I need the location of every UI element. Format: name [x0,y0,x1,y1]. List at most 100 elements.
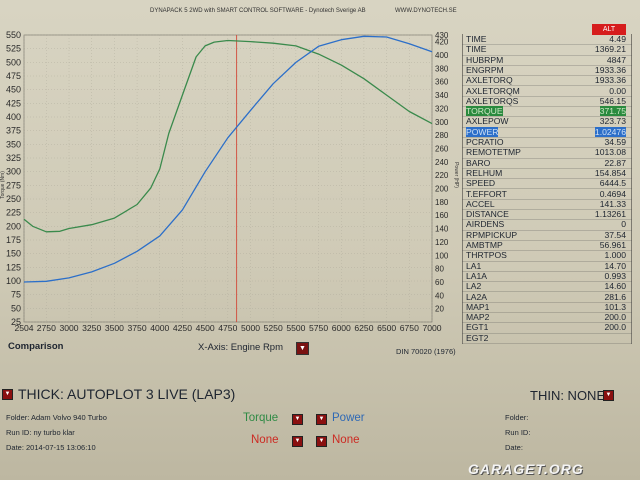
torque-axis-label: Torque (Nm) [0,171,6,199]
torque-tick-label: 300 [6,167,21,177]
right-folder: Folder: [505,413,529,422]
torque-tick-label: 325 [6,153,21,163]
param-row-thrtpos[interactable]: THRTPOS 1.000 [462,250,632,262]
watermark-logo: GARAGET.ORG [468,461,584,477]
param-name: TORQUE [466,106,503,117]
thin-left-dropdown-icon[interactable]: ▼ [292,436,303,447]
param-row-la2a[interactable]: LA2A 281.6 [462,292,632,303]
alt-badge[interactable]: ALT [592,24,626,35]
torque-tick-label: 225 [6,208,21,218]
param-value: 34.59 [604,137,626,147]
power-tick-label: 420 [435,38,449,47]
param-row-t-effort[interactable]: T.EFFORT 0.4694 [462,189,632,200]
param-value: 0.4694 [599,188,626,199]
param-row-egt1[interactable]: EGT1 200.0 [462,322,632,334]
param-row-pcratio[interactable]: PCRATIO 34.59 [462,137,632,149]
param-row-relhum[interactable]: RELHUM 154.854 [462,168,632,180]
torque-tick-label: 150 [6,249,21,259]
param-row-axletorqs[interactable]: AXLETORQS 546.15 [462,96,632,108]
param-row-time[interactable]: TIME 4.49 [462,34,632,46]
param-value: 1933.36 [594,75,626,86]
param-name: ENGRPM [466,64,504,75]
power-series-label: Power [332,412,365,424]
torque-tick-label: 100 [6,276,21,286]
rpm-tick-label: 2504 [14,323,33,333]
torque-tick-label: 525 [6,44,21,54]
param-row-speed[interactable]: SPEED 6444.5 [462,178,632,190]
param-row-map2[interactable]: MAP2 200.0 [462,312,632,324]
param-name: ACCEL [466,198,495,209]
param-row-engrpm[interactable]: ENGRPM 1933.36 [462,64,632,77]
param-row-la1[interactable]: LA1 14.70 [462,261,632,272]
param-row-remotetmp[interactable]: REMOTETMP 1013.08 [462,147,632,159]
xaxis-dropdown-icon[interactable]: ▼ [296,342,309,355]
param-name: REMOTETMP [466,147,521,158]
thin-right-series-label: None [332,434,360,446]
param-row-axlepow[interactable]: AXLEPOW 323.73 [462,116,632,128]
table-border-right [631,34,632,344]
param-name: AMBTMP [466,240,503,250]
power-tick-label: 320 [435,104,449,113]
report-website: WWW.DYNOTECH.SE [395,8,457,14]
param-row-distance[interactable]: DISTANCE 1.13261 [462,209,632,221]
power-tick-label: 430 [435,31,449,40]
param-value: 6444.5 [599,178,626,189]
thin-run-dropdown-icon[interactable]: ▼ [603,390,614,401]
power-tick-label: 60 [435,278,444,287]
param-name: BARO [466,157,491,168]
param-row-torque[interactable]: TORQUE 371.75 [462,106,632,118]
param-row-map1[interactable]: MAP1 101.3 [462,301,632,314]
rpm-axis: 2504 2750 3000 3250 3500 3750 4000 4250 4500 4750… [14,323,441,333]
power-tick-label: 40 [435,291,444,300]
thin-right-dropdown-icon[interactable]: ▼ [316,436,327,447]
param-row-time[interactable]: TIME 1369.21 [462,44,632,56]
rpm-tick-label: 5500 [286,323,305,333]
param-row-egt2[interactable]: EGT2 [462,333,632,344]
param-name: THRTPOS [466,250,507,261]
torque-tick-label: 375 [6,126,21,136]
param-value: 14.70 [604,260,626,271]
param-row-airdens[interactable]: AIRDENS 0 [462,219,632,231]
power-tick-label: 280 [435,131,449,140]
param-row-hubrpm[interactable]: HUBRPM 4847 [462,55,632,66]
chart-grid [23,34,433,323]
param-name: AIRDENS [466,219,505,230]
dyno-chart: 550 525 500 475 450 425 400 375 350 325 300 275 250 2… [0,30,459,333]
param-row-la2[interactable]: LA2 14.60 [462,281,632,293]
thick-run-dropdown-icon[interactable]: ▼ [2,389,13,400]
power-tick-label: 80 [435,265,444,274]
param-row-la1a[interactable]: LA1A 0.993 [462,271,632,283]
power-tick-label: 260 [435,144,449,153]
torque-tick-label: 275 [6,180,21,190]
param-name: AXLEPOW [466,116,509,127]
param-name: TIME [466,44,487,55]
param-row-power[interactable]: POWER 1.02476 [462,126,632,138]
torque-tick-label: 25 [11,317,21,327]
rpm-tick-label: 5750 [309,323,328,333]
param-row-baro[interactable]: BARO 22.87 [462,158,632,169]
param-value: 101.3 [604,301,626,312]
torque-axis: 550 525 500 475 450 425 400 375 350 325 300 275 250 2… [6,30,21,327]
torque-series-dropdown-icon[interactable]: ▼ [292,414,303,425]
rpm-tick-label: 5250 [264,323,283,333]
torque-tick-label: 125 [6,262,21,272]
thin-run-label: THIN: NONE [530,388,606,403]
power-series-dropdown-icon[interactable]: ▼ [316,414,327,425]
param-value: 4.49 [609,34,626,44]
param-row-ambtmp[interactable]: AMBTMP 56.961 [462,240,632,252]
rpm-tick-label: 2750 [37,323,56,333]
torque-tick-label: 175 [6,235,21,245]
comparison-label: Comparison [8,341,64,352]
param-row-rpmpickup[interactable]: RPMPICKUP 37.54 [462,230,632,241]
left-date: Date: 2014-07-15 13:06:10 [6,443,96,452]
param-row-axletorq[interactable]: AXLETORQ 1933.36 [462,75,632,87]
param-name: AXLETORQ [466,75,513,86]
param-value: 141.33 [599,198,626,209]
param-value: 14.60 [604,281,626,292]
rpm-tick-label: 6250 [354,323,373,333]
table-border-left [462,34,463,344]
param-row-accel[interactable]: ACCEL 141.33 [462,198,632,211]
rpm-tick-label: 6750 [400,323,419,333]
torque-tick-label: 400 [6,112,21,122]
param-row-axletorqm[interactable]: AXLETORQM 0.00 [462,86,632,97]
